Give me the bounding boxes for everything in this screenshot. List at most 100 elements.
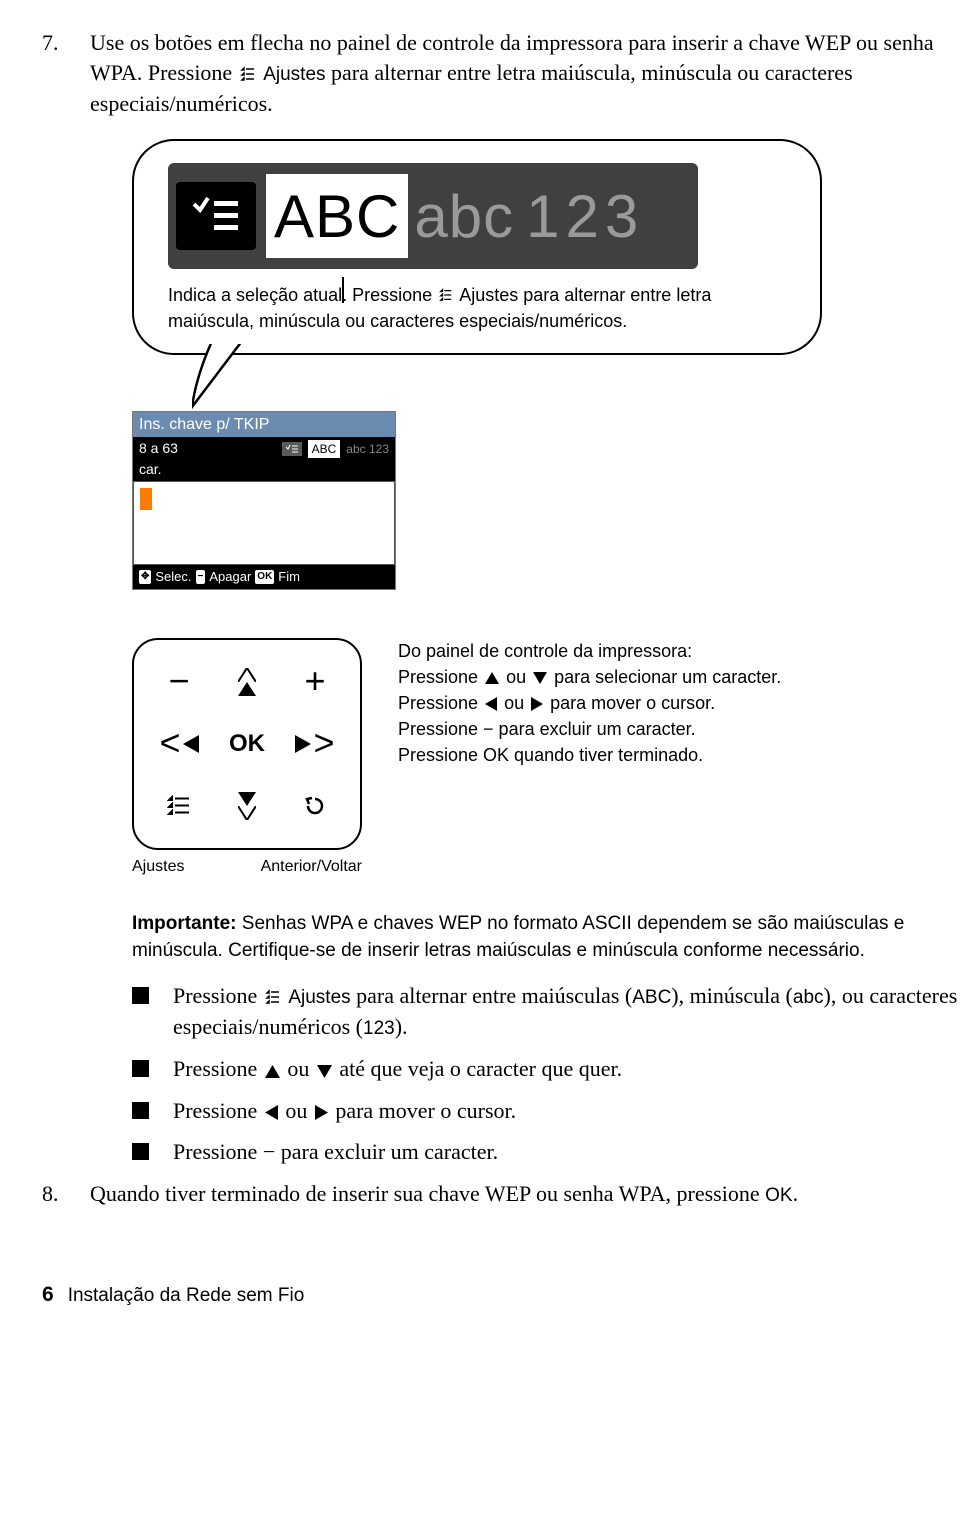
checklist-icon <box>176 182 256 250</box>
callout-ajustes: Ajustes <box>459 285 518 305</box>
b4: Pressione − para excluir um caracter. <box>173 1137 498 1167</box>
lcd-footer: ✥ Selec. − Apagar OK Fim <box>133 565 395 589</box>
step-8: 8. Quando tiver terminado de inserir sua… <box>42 1179 960 1209</box>
callout-tail <box>192 341 272 411</box>
label-anterior: Anterior/Voltar <box>261 856 362 878</box>
ajustes-icon <box>265 983 281 1013</box>
triangle-up-icon <box>265 1065 280 1078</box>
ajustes-icon <box>439 284 453 308</box>
b1-ABC: ABC <box>632 987 671 1008</box>
kd-l3b: ou <box>504 693 529 713</box>
triangle-down-icon <box>533 672 547 684</box>
b2c: até que veja o caracter que quer. <box>339 1056 622 1081</box>
printer-lcd: Ins. chave p/ TKIP 8 a 63 ABC abc 123 ca… <box>132 411 960 590</box>
kd-l5: Pressione OK quando tiver terminado. <box>398 742 781 768</box>
label-ajustes: Ajustes <box>132 856 184 878</box>
triangle-left-icon <box>485 697 497 711</box>
b2b: ou <box>287 1056 315 1081</box>
lcd-row1: 8 a 63 ABC abc 123 <box>133 437 395 460</box>
step-body: Quando tiver terminado de inserir sua ch… <box>90 1179 960 1209</box>
step-7: 7. Use os botões em flecha no painel de … <box>42 28 960 119</box>
kd-l3c: para mover o cursor. <box>550 693 715 713</box>
triangle-down-icon <box>317 1065 332 1078</box>
key-right: > <box>295 728 334 759</box>
key-plus: + <box>304 657 325 706</box>
triangle-left-icon <box>265 1105 278 1120</box>
important-note: Importante: Senhas WPA e chaves WEP no f… <box>132 911 960 964</box>
b1b: para alternar entre maiúsculas ( <box>356 983 632 1008</box>
key-down <box>238 792 256 820</box>
page-number: 6 <box>42 1281 54 1309</box>
kd-l2b: ou <box>506 667 531 687</box>
important-body: Senhas WPA e chaves WEP no formato ASCII… <box>132 913 904 961</box>
bullet-list: Pressione Ajustes para alternar entre ma… <box>132 981 960 1168</box>
abc-lower: abc <box>408 176 520 257</box>
callout-text: Indica a seleção atual. Pressione Ajuste… <box>168 283 786 333</box>
abc-mode-display: ABC abc 123 <box>168 163 698 269</box>
b1a: Pressione <box>173 983 263 1008</box>
b1c: ), minúscula ( <box>671 983 793 1008</box>
step-number: 7. <box>42 28 90 119</box>
kd-l4: Pressione − para excluir um caracter. <box>398 716 781 742</box>
keypad: − + < OK > <box>132 638 362 850</box>
mini-checklist-icon <box>282 442 302 456</box>
lcd-title: Ins. chave p/ TKIP <box>133 412 395 438</box>
square-bullet-icon <box>132 1102 149 1119</box>
b1-123: 123 <box>363 1018 395 1039</box>
key-back-icon <box>282 776 348 836</box>
ok-chip-icon: OK <box>255 570 274 584</box>
minus-chip-icon: − <box>196 570 206 584</box>
lcd-body <box>133 481 395 565</box>
ajustes-icon <box>240 60 256 90</box>
b2a: Pressione <box>173 1056 263 1081</box>
lcd-fim: Fim <box>278 568 300 586</box>
kd-l3a: Pressione <box>398 693 483 713</box>
abc-upper: ABC <box>266 174 408 258</box>
b3a: Pressione <box>173 1098 263 1123</box>
key-left: < <box>159 728 198 759</box>
page-footer: 6 Instalação da Rede sem Fio <box>42 1281 960 1309</box>
triangle-up-icon <box>485 672 499 684</box>
keypad-section: − + < OK > <box>132 638 960 878</box>
callout-bubble: ABC abc 123 Indica a seleção atual. Pres… <box>132 139 822 355</box>
square-bullet-icon <box>132 1143 149 1160</box>
step8-text-b: . <box>793 1181 799 1206</box>
footer-title: Instalação da Rede sem Fio <box>68 1283 305 1309</box>
important-lead: Importante: <box>132 913 237 934</box>
lcd-selec: Selec. <box>155 568 191 586</box>
callout-line1: Indica a seleção atual. Pressione <box>168 285 437 305</box>
lcd-row1-text: 8 a 63 <box>139 439 178 458</box>
kd-l2a: Pressione <box>398 667 483 687</box>
lcd-cursor <box>140 488 152 510</box>
lcd-mini-abc: ABC <box>308 440 341 458</box>
keypad-labels: Ajustes Anterior/Voltar <box>132 856 362 878</box>
b1-abc: abc <box>793 987 824 1008</box>
step-body: Use os botões em flecha no painel de con… <box>90 28 960 119</box>
kd-l2c: para selecionar um caracter. <box>554 667 781 687</box>
bullet-2: Pressione ou até que veja o caracter que… <box>132 1054 960 1084</box>
bullet-4: Pressione − para excluir um caracter. <box>132 1137 960 1167</box>
triangle-right-icon <box>531 697 543 711</box>
step7-ajustes: Ajustes <box>263 64 325 85</box>
step8-ok: OK <box>765 1185 792 1206</box>
key-minus: − <box>168 657 189 706</box>
bullet-3: Pressione ou para mover o cursor. <box>132 1096 960 1126</box>
lcd-mini-rest: abc 123 <box>346 441 389 457</box>
step8-text-a: Quando tiver terminado de inserir sua ch… <box>90 1181 765 1206</box>
dpad-icon: ✥ <box>139 570 151 584</box>
abc-123: 123 <box>520 176 650 257</box>
key-ajustes-icon <box>146 776 212 836</box>
step-number: 8. <box>42 1179 90 1209</box>
key-ok: OK <box>229 728 265 760</box>
bullet-1: Pressione Ajustes para alternar entre ma… <box>132 981 960 1042</box>
b3b: ou <box>285 1098 313 1123</box>
b1-ajustes: Ajustes <box>288 987 350 1008</box>
kd-l1: Do painel de controle da impressora: <box>398 638 781 664</box>
triangle-right-icon <box>315 1105 328 1120</box>
lcd-row2: car. <box>133 460 395 481</box>
square-bullet-icon <box>132 987 149 1004</box>
square-bullet-icon <box>132 1060 149 1077</box>
keypad-description: Do painel de controle da impressora: Pre… <box>398 638 781 768</box>
b3c: para mover o cursor. <box>335 1098 516 1123</box>
b1e: ). <box>395 1014 408 1039</box>
